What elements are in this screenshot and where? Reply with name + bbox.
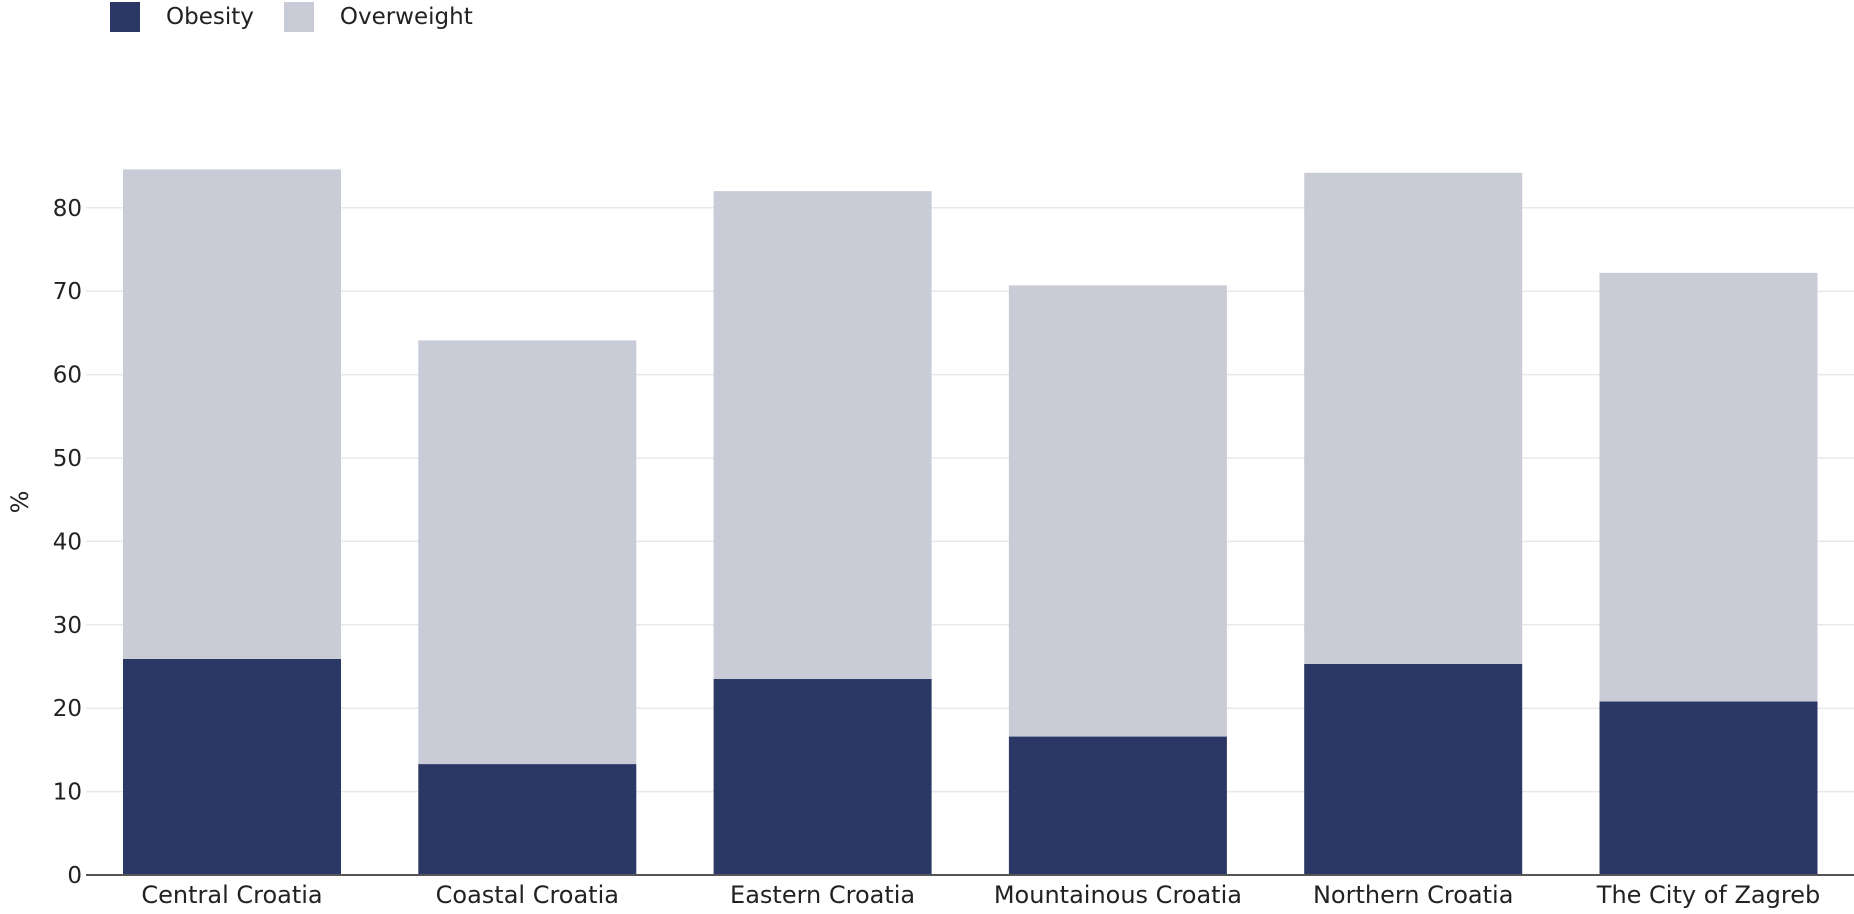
axes: 0 10 20 30 40 50 60 70 80 Central Croatia Coastal …	[53, 196, 1854, 909]
bar-overweight-coastal-croatia[interactable]	[418, 340, 637, 765]
x-tick-label: The City of Zagreb	[1596, 881, 1820, 909]
y-tick-label: 80	[53, 196, 82, 222]
y-tick-label: 50	[53, 446, 82, 472]
bar-overweight-eastern-croatia[interactable]	[713, 191, 932, 680]
bar-overweight-northern-croatia[interactable]	[1304, 172, 1523, 664]
bar-obesity-the-city-of-zagreb[interactable]	[1599, 701, 1818, 875]
bar-obesity-eastern-croatia[interactable]	[713, 679, 932, 875]
legend-swatch-obesity	[110, 2, 140, 32]
legend-label-obesity: Obesity	[166, 4, 254, 30]
bar-overweight-central-croatia[interactable]	[123, 169, 341, 659]
x-tick-label: Central Croatia	[141, 881, 322, 909]
legend-swatch-overweight	[283, 2, 314, 32]
bar-obesity-northern-croatia[interactable]	[1304, 663, 1523, 875]
legend-label-overweight: Overweight	[339, 4, 473, 30]
chart-legend: Obesity Overweight	[110, 2, 473, 32]
y-tick-label: 70	[53, 279, 82, 305]
bar-overweight-the-city-of-zagreb[interactable]	[1599, 272, 1818, 702]
legend-item-overweight[interactable]: Overweight	[283, 2, 473, 32]
x-tick-label: Mountainous Croatia	[994, 881, 1242, 909]
y-tick-label: 40	[53, 529, 82, 555]
x-tick-label: Eastern Croatia	[730, 881, 915, 909]
y-tick-label: 30	[53, 613, 82, 639]
y-axis-label: %	[6, 491, 34, 514]
y-tick-label: 10	[53, 780, 82, 806]
bar-obesity-coastal-croatia[interactable]	[418, 764, 637, 875]
bar-overweight-mountainous-croatia[interactable]	[1008, 285, 1227, 737]
x-tick-label: Coastal Croatia	[436, 881, 619, 909]
y-tick-label: 0	[67, 863, 82, 889]
y-tick-label: 20	[53, 696, 82, 722]
gridlines	[86, 207, 1854, 793]
x-tick-label: Northern Croatia	[1313, 881, 1513, 909]
legend-item-obesity[interactable]: Obesity	[110, 2, 254, 32]
bar-obesity-mountainous-croatia[interactable]	[1008, 736, 1227, 875]
y-tick-label: 60	[53, 363, 82, 389]
bars	[123, 169, 1818, 875]
bar-obesity-central-croatia[interactable]	[123, 658, 341, 875]
